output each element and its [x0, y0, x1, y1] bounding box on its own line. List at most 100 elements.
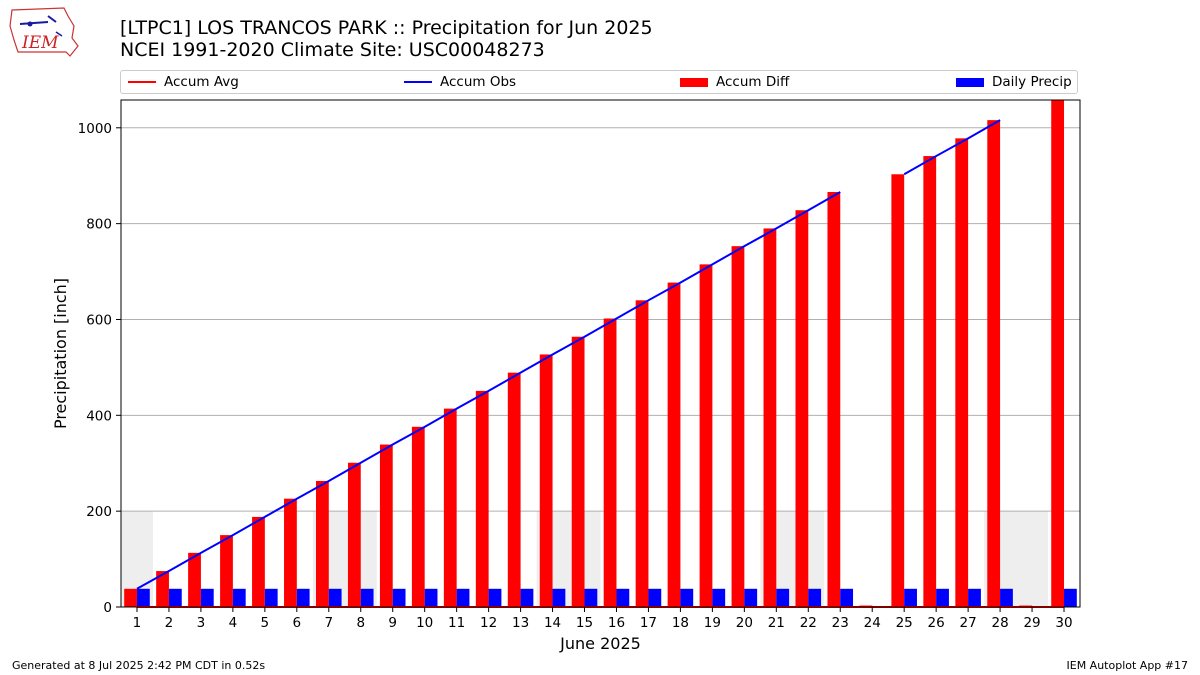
bar-daily-precip-20 [744, 588, 758, 607]
bar-accum-diff-28 [987, 120, 1001, 608]
bar-accum-diff-10 [411, 426, 425, 607]
x-tick-label-19: 19 [704, 615, 721, 631]
x-tick-label-16: 16 [608, 615, 625, 631]
y-tick-label-800: 800 [86, 217, 112, 233]
bar-accum-diff-12 [475, 390, 489, 607]
x-tick-label-30: 30 [1055, 615, 1072, 631]
x-tick-label-29: 29 [1023, 615, 1040, 631]
bar-daily-precip-5 [264, 588, 278, 607]
legend-swatch-daily-precip [956, 78, 984, 87]
legend-label-daily-precip: Daily Precip [992, 74, 1072, 90]
bar-daily-precip-13 [520, 588, 534, 607]
bar-daily-precip-26 [936, 588, 949, 607]
x-tick-label-26: 26 [928, 615, 945, 631]
line-accum-obs-1 [136, 191, 841, 590]
generated-timestamp: Generated at 8 Jul 2025 2:42 PM CDT in 0… [12, 659, 266, 672]
x-tick-label-28: 28 [991, 615, 1008, 631]
legend-swatch-accum-obs [404, 81, 432, 83]
bar-daily-precip-17 [648, 588, 662, 607]
legend-label-accum-diff: Accum Diff [716, 74, 790, 90]
bar-accum-diff-14 [539, 354, 553, 607]
x-tick-label-5: 5 [261, 615, 270, 631]
bar-accum-diff-21 [763, 228, 777, 607]
bar-daily-precip-21 [776, 588, 790, 607]
x-tick-label-8: 8 [356, 615, 365, 631]
x-tick-label-18: 18 [672, 615, 689, 631]
x-tick-label-13: 13 [512, 615, 529, 631]
bar-accum-diff-9 [379, 444, 393, 607]
legend: Accum Avg Accum Obs Accum Diff Daily Pre… [120, 70, 1078, 94]
x-tick-label-17: 17 [640, 615, 657, 631]
x-tick-label-2: 2 [165, 615, 174, 631]
bar-accum-diff-22 [795, 210, 809, 607]
bar-daily-precip-12 [488, 588, 502, 607]
bar-accum-diff-20 [731, 246, 745, 608]
x-tick-label-12: 12 [480, 615, 497, 631]
plot-frame [120, 99, 1081, 608]
bar-daily-precip-25 [904, 588, 917, 607]
y-tick-label-1000: 1000 [78, 121, 112, 137]
bar-daily-precip-2 [168, 588, 182, 607]
x-tick-label-24: 24 [864, 615, 881, 631]
bar-daily-precip-23 [840, 588, 854, 607]
x-tick-label-25: 25 [896, 615, 913, 631]
y-tick-label-600: 600 [86, 312, 112, 328]
bar-accum-diff-18 [667, 282, 681, 607]
bar-daily-precip-7 [328, 588, 342, 607]
bar-accum-diff-17 [635, 300, 649, 607]
x-tick-label-10: 10 [416, 615, 433, 631]
bar-daily-precip-8 [360, 588, 374, 607]
bar-accum-diff-6 [284, 498, 297, 607]
x-tick-label-11: 11 [448, 615, 465, 631]
bar-daily-precip-4 [232, 588, 246, 607]
x-tick-label-4: 4 [229, 615, 238, 631]
x-tick-label-7: 7 [324, 615, 333, 631]
y-axis-label: Precipitation [inch] [51, 278, 70, 429]
iem-logo: IEM [9, 7, 79, 57]
legend-swatch-accum-avg [128, 81, 156, 83]
legend-swatch-accum-diff [680, 78, 708, 87]
bar-accum-diff-4 [220, 535, 233, 607]
app-label: IEM Autoplot App #17 [1066, 659, 1189, 672]
bar-accum-diff-19 [699, 264, 713, 607]
x-tick-label-21: 21 [768, 615, 785, 631]
bar-accum-diff-27 [955, 138, 969, 607]
bar-daily-precip-18 [680, 588, 694, 607]
bar-daily-precip-10 [424, 588, 438, 607]
bar-accum-diff-11 [443, 408, 457, 607]
x-tick-label-9: 9 [388, 615, 397, 631]
bar-daily-precip-28 [1000, 588, 1013, 607]
bar-daily-precip-14 [552, 588, 566, 607]
x-tick-label-6: 6 [293, 615, 302, 631]
y-tick-label-400: 400 [86, 408, 112, 424]
x-tick-label-3: 3 [197, 615, 206, 631]
bar-daily-precip-15 [584, 588, 598, 607]
x-tick-label-14: 14 [544, 615, 561, 631]
bar-accum-diff-1 [124, 588, 137, 607]
x-tick-label-27: 27 [960, 615, 977, 631]
x-tick-label-23: 23 [832, 615, 849, 631]
y-tick-label-200: 200 [86, 504, 112, 520]
bar-daily-precip-9 [392, 588, 406, 607]
bar-accum-diff-3 [188, 552, 201, 607]
legend-label-accum-obs: Accum Obs [440, 74, 517, 90]
bar-accum-diff-30 [1051, 100, 1065, 607]
chart-subtitle: NCEI 1991-2020 Climate Site: USC00048273 [120, 39, 545, 61]
bar-accum-diff-15 [571, 336, 585, 607]
x-axis-label: June 2025 [559, 634, 641, 653]
bar-daily-precip-6 [296, 588, 310, 607]
bar-accum-diff-26 [923, 156, 937, 607]
bar-accum-diff-5 [252, 516, 265, 607]
bar-accum-diff-23 [827, 192, 841, 607]
line-accum-obs-2 [903, 119, 1001, 176]
bar-accum-diff-7 [315, 480, 329, 607]
bar-daily-precip-1 [136, 588, 150, 607]
bar-accum-diff-25 [891, 174, 905, 608]
logo-text: IEM [21, 33, 59, 53]
bar-daily-precip-3 [200, 588, 214, 607]
bar-daily-precip-19 [712, 588, 726, 607]
bar-accum-diff-2 [156, 571, 169, 607]
x-tick-label-22: 22 [800, 615, 817, 631]
bar-accum-diff-13 [507, 372, 521, 607]
